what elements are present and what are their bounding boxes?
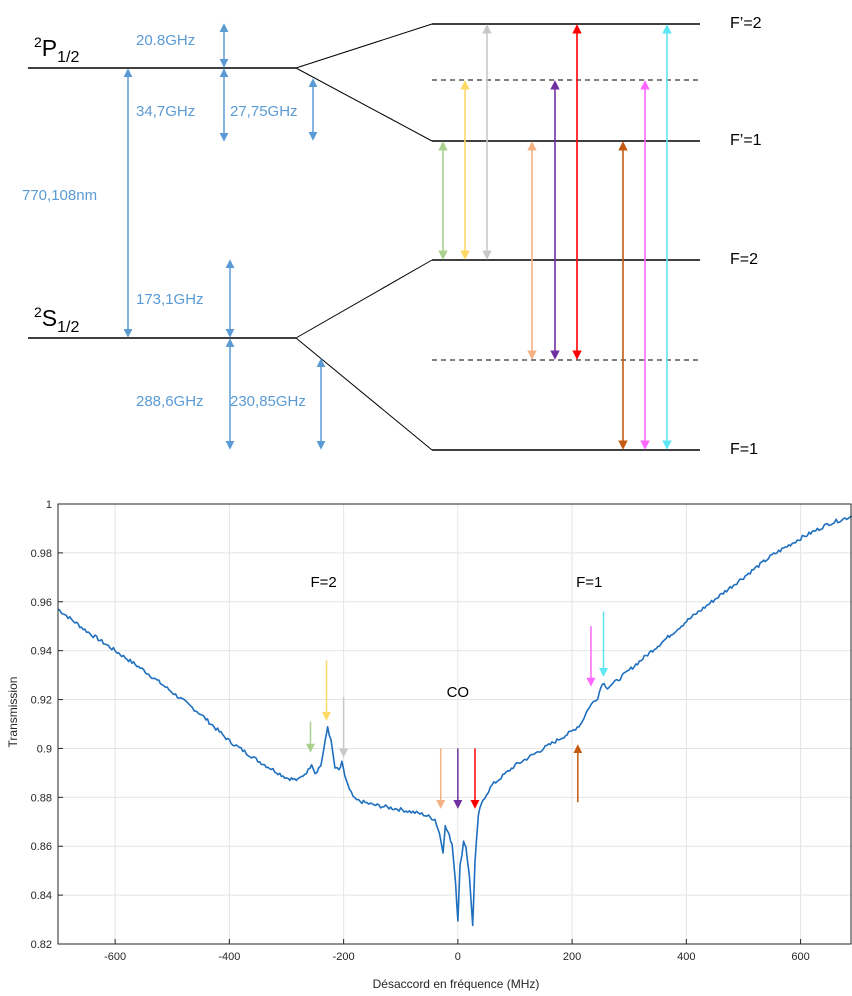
label-s-bottom-split: 288,6GHz [136, 393, 204, 410]
x-tick-label: 600 [791, 951, 809, 963]
s-term-symbol: 2S1/2 [34, 304, 79, 336]
p-term-symbol: 2P1/2 [34, 34, 79, 66]
x-tick-label: -600 [104, 951, 126, 963]
label-p-top-split: 20.8GHz [136, 32, 195, 49]
x-tick-labels: -600 -400 -200 0 200 400 600 [104, 939, 810, 963]
x-tick-label: 200 [563, 951, 581, 963]
x-axis-title: Désaccord en fréquence (MHz) [373, 977, 540, 991]
plot-frame [57, 503, 852, 945]
label-wavelength: 770,108nm [22, 187, 97, 204]
x-tick-label: -400 [218, 951, 240, 963]
label-s-hf: 230,85GHz [230, 393, 306, 410]
label-F1: F=1 [730, 441, 758, 458]
p-split-up [295, 23, 433, 69]
y-tick-label: 0.82 [31, 939, 52, 951]
label-F2: F=2 [730, 251, 758, 268]
energy-level-diagram: F’=2 F’=1 F=2 F=1 2P1/2 2S1/2 20.8GHz 34… [22, 15, 762, 458]
s-split-down [295, 337, 433, 451]
p-split-down [295, 67, 433, 142]
label-s-top-split: 173,1GHz [136, 291, 204, 308]
x-tick-label: 400 [677, 951, 695, 963]
y-tick-label: 0.9 [37, 743, 52, 755]
label-Fp2: F’=2 [730, 15, 762, 32]
plot-annotation: F=1 [576, 574, 602, 591]
y-tick-labels: 0.82 0.84 0.86 0.88 0.9 0.92 0.94 0.96 0.98 1 [31, 499, 63, 951]
x-tick-label: -200 [333, 951, 355, 963]
plot-annotation: CO [447, 684, 470, 701]
y-tick-label: 0.96 [31, 597, 52, 609]
transmission-trace [57, 515, 852, 927]
plot-annotations: F=2 CO F=1 [310, 574, 602, 701]
y-tick-label: 0.94 [31, 646, 52, 658]
plot-annotation: F=2 [310, 574, 336, 591]
s-split-up [295, 259, 433, 339]
transition-markers [305, 611, 609, 809]
y-tick-label: 0.86 [31, 841, 52, 853]
label-Fp1: F’=1 [730, 132, 762, 149]
label-p-bottom-split: 34,7GHz [136, 103, 195, 120]
y-tick-label: 0.98 [31, 548, 52, 560]
y-tick-label: 0.88 [31, 792, 52, 804]
y-tick-label: 1 [46, 499, 52, 511]
y-axis-title: Transmission [6, 677, 20, 748]
label-p-hf: 27,75GHz [230, 103, 298, 120]
y-tick-label: 0.84 [31, 890, 52, 902]
transition-arrows [438, 24, 672, 450]
transmission-plot: -600 -400 -200 0 200 400 600 0.820.840.860.880… [6, 499, 852, 991]
y-tick-label: 0.92 [31, 695, 52, 707]
x-tick-label: 0 [455, 951, 461, 963]
